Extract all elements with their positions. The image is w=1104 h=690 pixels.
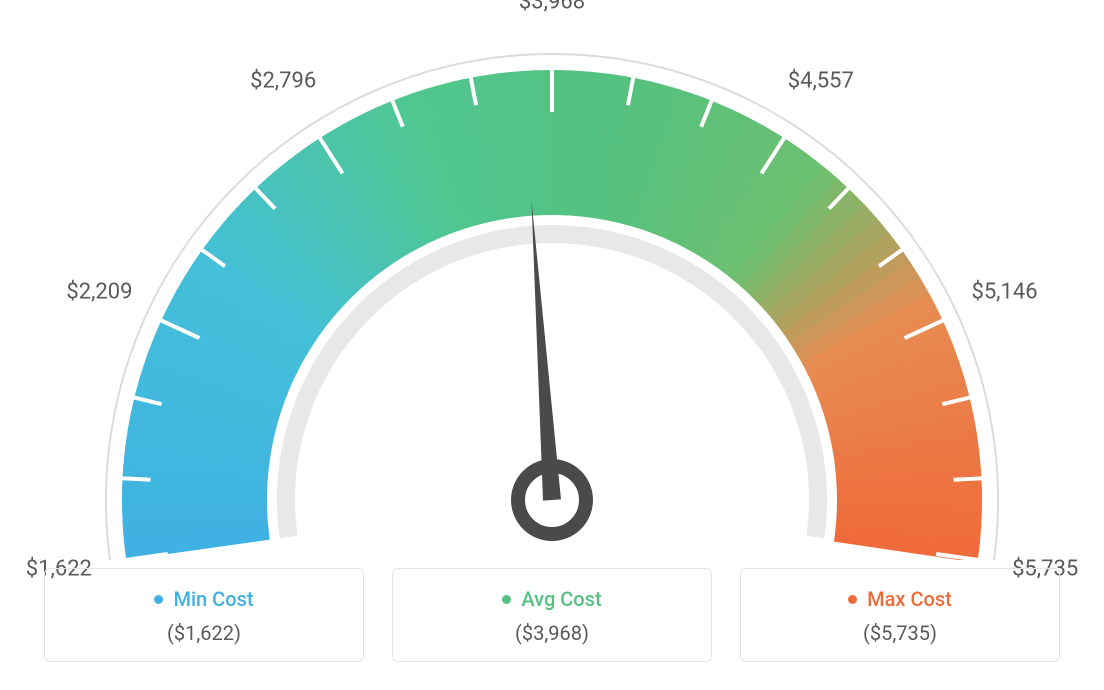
max-cost-label: Max Cost	[867, 587, 952, 611]
min-cost-value: ($1,622)	[45, 621, 363, 645]
gauge-tick-label: $5,146	[971, 280, 1037, 305]
max-dot-icon	[848, 595, 857, 604]
avg-cost-label: Avg Cost	[521, 587, 601, 611]
max-cost-value: ($5,735)	[741, 621, 1059, 645]
avg-cost-card: Avg Cost ($3,968)	[392, 568, 712, 662]
avg-cost-value: ($3,968)	[393, 621, 711, 645]
gauge-tick-label: $4,557	[788, 68, 854, 93]
avg-dot-icon	[502, 595, 511, 604]
min-cost-card: Min Cost ($1,622)	[44, 568, 364, 662]
gauge-tick-label: $2,796	[250, 68, 316, 93]
gauge-tick-label: $2,209	[66, 280, 132, 305]
max-cost-card: Max Cost ($5,735)	[740, 568, 1060, 662]
min-cost-title: Min Cost	[154, 587, 253, 611]
cost-cards: Min Cost ($1,622) Avg Cost ($3,968) Max …	[0, 568, 1104, 662]
gauge-chart: $1,622$2,209$2,796$3,968$4,557$5,146$5,7…	[0, 0, 1104, 560]
min-cost-label: Min Cost	[173, 587, 253, 611]
avg-cost-title: Avg Cost	[502, 587, 601, 611]
min-dot-icon	[154, 595, 163, 604]
gauge-svg	[0, 0, 1104, 560]
gauge-tick-label: $3,968	[519, 0, 585, 15]
max-cost-title: Max Cost	[848, 587, 952, 611]
